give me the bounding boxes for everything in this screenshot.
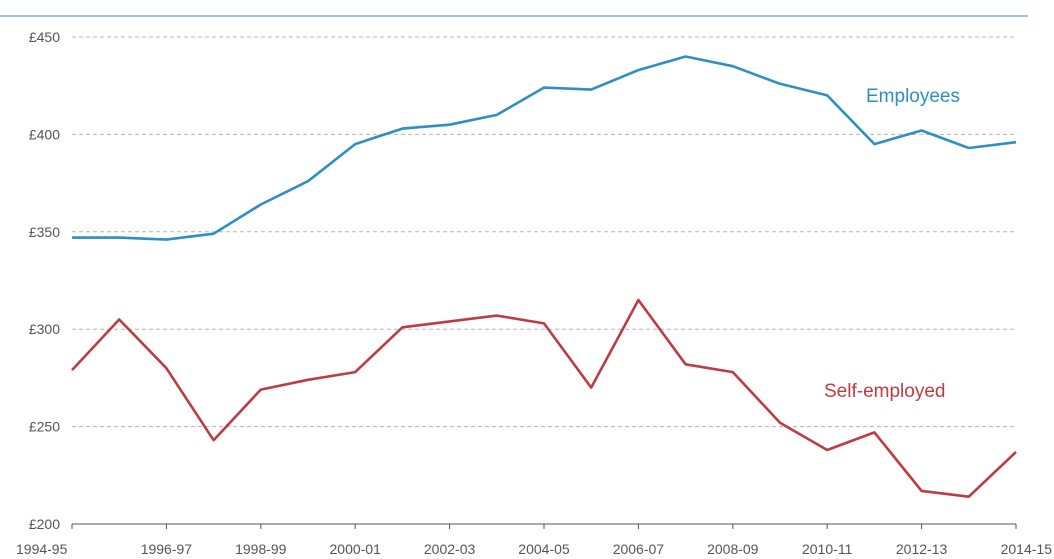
- series-line-self-employed: [71, 298, 1017, 499]
- y-tick-label: £350: [29, 224, 60, 240]
- series-line-employees: [72, 55, 1017, 241]
- x-tick-label: 2010-11: [802, 541, 853, 557]
- x-tick-label: 2014-15: [1001, 541, 1053, 557]
- y-axis-ticks: £200 £250 £300 £350 £400 £450: [29, 29, 60, 532]
- series-label-self-employed: Self-employed: [824, 381, 945, 402]
- x-tick-label: 1998-99: [235, 541, 287, 557]
- x-tick-label: 2008-09: [707, 541, 759, 557]
- y-tick-label: £450: [29, 29, 60, 45]
- y-tick-label: £200: [29, 516, 60, 532]
- y-tick-label: £400: [29, 126, 60, 142]
- x-tick-label: 2000-01: [330, 541, 382, 557]
- x-tick-label: 1994-95: [16, 541, 68, 557]
- x-tick-label: 2002-03: [424, 541, 476, 557]
- x-tick-label: 2006-07: [613, 541, 665, 557]
- y-tick-label: £250: [29, 419, 60, 435]
- x-axis-ticks: 1994-95 1996-97 1998-99 2000-01 2002-03 2004-…: [16, 524, 1052, 557]
- gridlines: [72, 36, 1016, 428]
- x-tick-label: 1996-97: [141, 541, 193, 557]
- series-lines: [71, 55, 1017, 499]
- y-tick-label: £300: [29, 321, 60, 337]
- x-tick-label: 2004-05: [518, 541, 570, 557]
- series-label-employees: Employees: [866, 86, 960, 107]
- x-tick-label: 2012-13: [896, 541, 948, 557]
